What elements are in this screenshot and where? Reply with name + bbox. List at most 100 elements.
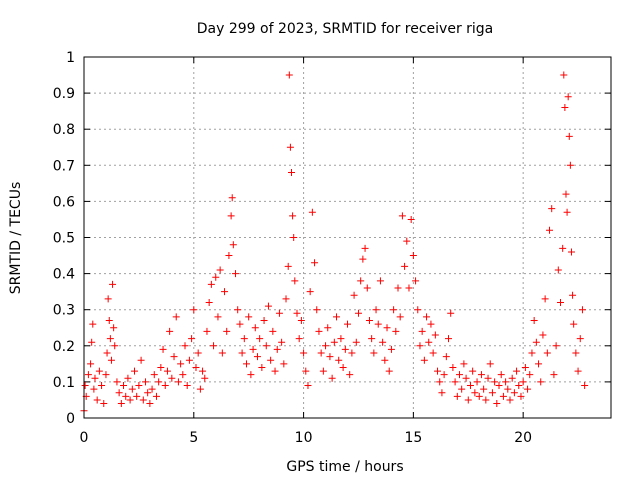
data-point — [203, 327, 211, 335]
data-point — [416, 342, 424, 350]
data-point — [466, 382, 474, 390]
data-point — [285, 71, 293, 79]
y-tick-label: 1 — [66, 50, 75, 66]
data-point — [238, 349, 246, 357]
data-point — [418, 327, 426, 335]
data-point — [506, 396, 514, 404]
data-point — [554, 266, 562, 274]
data-point — [499, 392, 507, 400]
data-point — [460, 360, 468, 368]
data-point — [317, 349, 325, 357]
data-point — [90, 385, 98, 393]
data-point — [286, 143, 294, 151]
x-tick-label: 20 — [514, 430, 532, 446]
data-point — [161, 382, 169, 390]
data-point — [469, 367, 477, 375]
data-point — [306, 288, 314, 296]
data-point — [359, 255, 367, 263]
data-point — [227, 212, 235, 220]
data-point — [537, 378, 545, 386]
data-point — [354, 309, 362, 317]
data-point — [526, 371, 534, 379]
data-point — [363, 284, 371, 292]
data-point — [126, 396, 134, 404]
data-point — [102, 371, 110, 379]
data-point — [541, 295, 549, 303]
data-point — [225, 252, 233, 260]
data-point — [100, 400, 108, 408]
x-tick-label: 0 — [80, 430, 89, 446]
data-point — [451, 378, 459, 386]
data-point — [559, 244, 567, 252]
data-point — [453, 392, 461, 400]
data-point — [113, 378, 121, 386]
data-point — [564, 93, 572, 101]
plot-frame — [83, 56, 612, 419]
data-point — [95, 367, 103, 375]
data-point — [543, 349, 551, 357]
data-point — [267, 356, 275, 364]
data-point — [344, 320, 351, 328]
data-point — [528, 349, 536, 357]
data-point — [278, 338, 286, 346]
data-point — [218, 349, 226, 357]
data-point — [486, 360, 494, 368]
data-point — [258, 363, 266, 371]
data-point — [390, 306, 398, 314]
data-point — [179, 371, 187, 379]
data-point — [572, 349, 580, 357]
data-point — [401, 262, 409, 270]
data-point — [98, 382, 106, 390]
data-point — [442, 353, 450, 361]
data-point — [253, 353, 261, 361]
data-point — [330, 338, 338, 346]
data-point — [260, 317, 268, 325]
data-point — [566, 161, 574, 169]
data-point — [502, 378, 510, 386]
data-point — [581, 382, 589, 390]
data-point — [262, 342, 270, 350]
data-point — [552, 342, 560, 350]
data-point — [337, 335, 345, 343]
data-point — [398, 212, 406, 220]
data-point — [484, 374, 492, 382]
data-point — [471, 389, 479, 397]
data-point — [236, 320, 244, 328]
data-point — [333, 313, 341, 321]
data-point — [562, 190, 570, 198]
data-point — [350, 291, 358, 299]
data-point — [477, 371, 485, 379]
data-point — [174, 378, 182, 386]
data-point — [394, 284, 402, 292]
data-point — [107, 356, 115, 364]
data-point — [269, 327, 277, 335]
data-point — [111, 342, 119, 350]
x-axis-label: GPS time / hours — [286, 459, 403, 475]
data-point — [565, 132, 573, 140]
data-point — [403, 237, 411, 245]
data-point — [106, 335, 114, 343]
y-tick-label: 0.6 — [53, 194, 75, 210]
data-point — [515, 382, 523, 390]
data-point — [438, 389, 446, 397]
data-point — [374, 320, 382, 328]
data-point — [282, 295, 290, 303]
data-point — [447, 309, 455, 317]
data-point — [122, 392, 130, 400]
data-point — [464, 396, 472, 404]
data-point — [412, 277, 420, 285]
data-point — [84, 371, 92, 379]
data-point — [190, 306, 198, 314]
data-point — [560, 71, 568, 79]
data-point — [188, 335, 196, 343]
data-point — [513, 367, 521, 375]
data-point — [247, 371, 255, 379]
data-point — [473, 378, 481, 386]
data-point — [548, 205, 556, 213]
data-point — [168, 374, 176, 382]
data-point — [157, 363, 165, 371]
data-point — [387, 345, 395, 353]
data-point — [308, 208, 316, 216]
data-point — [163, 367, 171, 375]
